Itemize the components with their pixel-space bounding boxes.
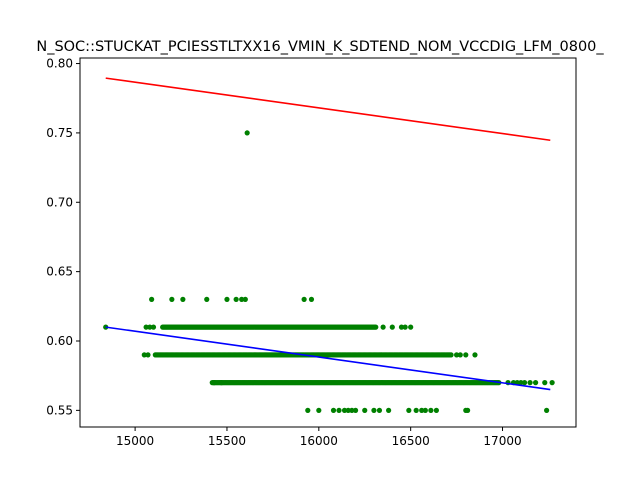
data-point — [402, 324, 408, 330]
data-point — [518, 380, 524, 386]
data-point — [341, 407, 348, 413]
data-point — [457, 352, 463, 358]
data-point — [362, 407, 368, 413]
x-tick-label: 15000 — [116, 434, 154, 448]
data-point — [514, 380, 520, 386]
data-point — [239, 296, 245, 302]
x-tick-label: 16500 — [392, 434, 430, 448]
plot-frame — [79, 57, 577, 428]
y-tick-label: 0.80 — [46, 57, 73, 71]
upper-trend-line — [105, 77, 551, 142]
data-point — [218, 380, 225, 386]
data-point — [143, 324, 149, 330]
data-point — [422, 407, 428, 413]
y-tick-label: 0.55 — [46, 403, 73, 417]
x-tick-label: 17000 — [483, 434, 521, 448]
data-point — [527, 380, 533, 386]
data-point — [308, 296, 315, 302]
data-point — [147, 324, 153, 330]
data-point — [145, 352, 151, 358]
data-point — [316, 407, 322, 413]
data-point — [419, 407, 425, 413]
data-point — [389, 324, 395, 330]
data-point — [413, 407, 419, 413]
y-tick-label: 0.70 — [46, 195, 73, 209]
points-layer — [103, 130, 555, 413]
chart-title: N_SOC::STUCKAT_PCIESSTLTXX16_VMIN_K_SDTE… — [36, 39, 604, 55]
data-point — [448, 352, 454, 358]
y-tick-label: 0.65 — [46, 265, 73, 279]
data-point — [141, 352, 147, 358]
data-point — [349, 407, 355, 413]
data-point — [373, 324, 379, 330]
trend-lines-layer — [105, 77, 551, 391]
data-point — [336, 407, 342, 413]
data-point — [433, 407, 439, 413]
data-point — [521, 380, 528, 386]
data-point — [149, 296, 155, 302]
data-point — [150, 324, 157, 330]
data-point — [242, 296, 248, 302]
data-point — [472, 352, 478, 358]
data-point — [211, 380, 217, 386]
data-point — [330, 407, 337, 413]
data-point — [376, 407, 383, 413]
data-point — [371, 407, 377, 413]
y-tick-label: 0.60 — [46, 334, 73, 348]
data-point — [169, 296, 175, 302]
data-point — [305, 407, 311, 413]
data-point — [408, 324, 414, 330]
data-point — [542, 380, 548, 386]
data-point — [463, 352, 469, 358]
data-point — [406, 407, 412, 413]
lower-trend-line — [105, 326, 551, 391]
data-point — [224, 296, 230, 302]
x-tick-label: 15500 — [208, 434, 246, 448]
data-point — [345, 407, 351, 413]
data-point — [453, 352, 460, 358]
data-point — [380, 324, 386, 330]
data-point — [428, 407, 434, 413]
data-point — [549, 380, 555, 386]
data-point — [352, 407, 359, 413]
data-point — [301, 296, 307, 302]
data-point — [204, 296, 210, 302]
data-point — [398, 324, 405, 330]
y-tick-label: 0.75 — [46, 126, 73, 140]
data-point — [465, 407, 471, 413]
data-point — [244, 130, 250, 136]
x-axis: 15000 15500 16000 16500 17000 — [116, 427, 522, 448]
x-tick-label: 16000 — [300, 434, 338, 448]
data-point — [386, 407, 392, 413]
data-point — [544, 407, 550, 413]
y-axis: 0.55 0.60 0.65 0.70 0.75 0.80 — [46, 57, 80, 417]
data-point — [532, 380, 539, 386]
data-point — [180, 296, 186, 302]
data-point — [233, 296, 239, 302]
